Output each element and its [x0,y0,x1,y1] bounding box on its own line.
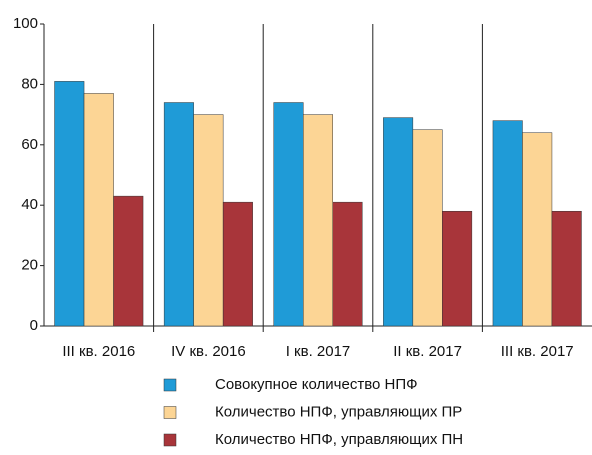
legend-label: Количество НПФ, управляющих ПР [215,403,462,420]
bar [193,114,224,327]
x-tick-label: III кв. 2017 [501,343,574,360]
bar [332,201,363,327]
bar [163,102,194,327]
x-tick-label: IV кв. 2016 [171,343,246,360]
y-tick-label: 40 [21,196,38,213]
legend-swatch [163,378,177,392]
x-tick-label: I кв. 2017 [286,343,351,360]
bar [383,117,414,327]
bar [551,210,582,327]
bar [442,210,473,327]
bar [303,114,333,327]
bar [222,201,253,327]
y-tick-label: 0 [30,317,38,334]
bar [54,81,85,327]
legend-label: Количество НПФ, управляющих ПН [215,431,463,448]
bar [412,129,443,327]
bar [113,195,144,327]
y-tick-label: 80 [21,75,38,92]
legend-label: Совокупное количество НПФ [215,376,418,393]
bar [83,93,114,327]
x-tick-label: III кв. 2016 [62,343,135,360]
x-tick-label: II кв. 2017 [393,343,462,360]
legend-swatch [163,406,177,419]
legend-swatch [163,433,177,447]
y-tick-label: 100 [13,15,38,32]
bar [492,120,523,327]
bar [273,102,304,327]
y-tick-label: 60 [21,136,38,153]
bar [522,132,553,327]
y-tick-label: 20 [21,257,38,274]
